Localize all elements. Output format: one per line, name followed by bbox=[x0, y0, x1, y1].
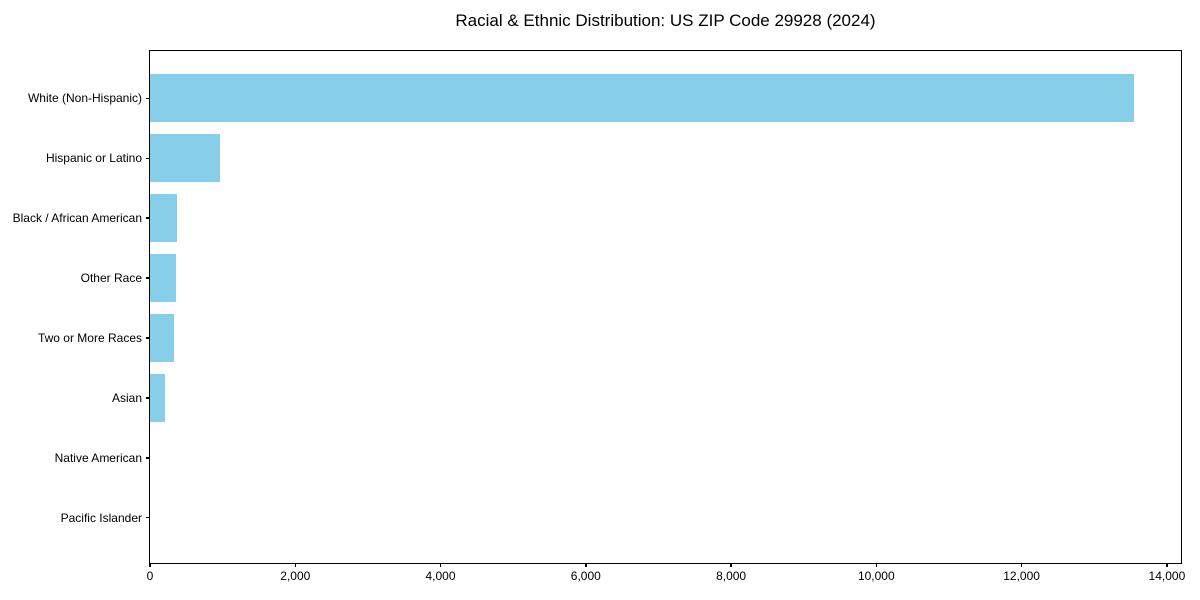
x-tick bbox=[439, 563, 442, 567]
y-tick bbox=[146, 277, 150, 279]
bar bbox=[150, 134, 220, 183]
x-tick bbox=[730, 563, 732, 567]
bar bbox=[150, 194, 177, 243]
y-tick bbox=[146, 337, 150, 339]
y-axis-label: Hispanic or Latino bbox=[45, 151, 142, 166]
x-tick bbox=[1166, 563, 1168, 567]
x-tick bbox=[875, 563, 878, 567]
x-tick bbox=[585, 563, 587, 567]
y-tick bbox=[146, 97, 150, 99]
x-tick-label: 4,000 bbox=[425, 569, 456, 583]
y-tick bbox=[146, 397, 150, 399]
y-axis-label: Other Race bbox=[80, 271, 142, 285]
y-axis-label: Pacific Islander bbox=[60, 510, 142, 525]
y-tick bbox=[146, 516, 150, 519]
bar bbox=[150, 74, 1134, 123]
x-tick-label: 10,000 bbox=[857, 569, 895, 583]
y-axis-label: Two or More Races bbox=[37, 331, 142, 345]
y-tick bbox=[146, 157, 150, 159]
x-tick bbox=[149, 563, 151, 567]
x-tick-label: 12,000 bbox=[1003, 569, 1040, 583]
x-tick bbox=[294, 563, 296, 567]
y-axis-label: White (Non-Hispanic) bbox=[27, 91, 142, 106]
chart-title: Racial & Ethnic Distribution: US ZIP Cod… bbox=[455, 11, 876, 30]
x-tick-label: 8,000 bbox=[716, 569, 747, 583]
x-tick bbox=[1020, 563, 1023, 567]
y-tick bbox=[146, 217, 150, 219]
y-tick bbox=[146, 457, 150, 459]
y-axis-label: Black / African American bbox=[12, 211, 142, 226]
plot-area: White (Non-Hispanic) Hispanic or Latino Bl… bbox=[13, 50, 1185, 583]
bar bbox=[150, 314, 174, 362]
bar bbox=[150, 373, 165, 422]
y-axis-label: Asian bbox=[111, 390, 142, 405]
bar bbox=[150, 254, 176, 302]
x-tick-label: 2,000 bbox=[280, 569, 311, 583]
x-tick-label: 14,000 bbox=[1148, 569, 1186, 583]
y-axis-label: Native American bbox=[54, 450, 142, 465]
x-tick-label: 6,000 bbox=[570, 569, 601, 583]
x-tick-label: 0 bbox=[146, 569, 154, 583]
